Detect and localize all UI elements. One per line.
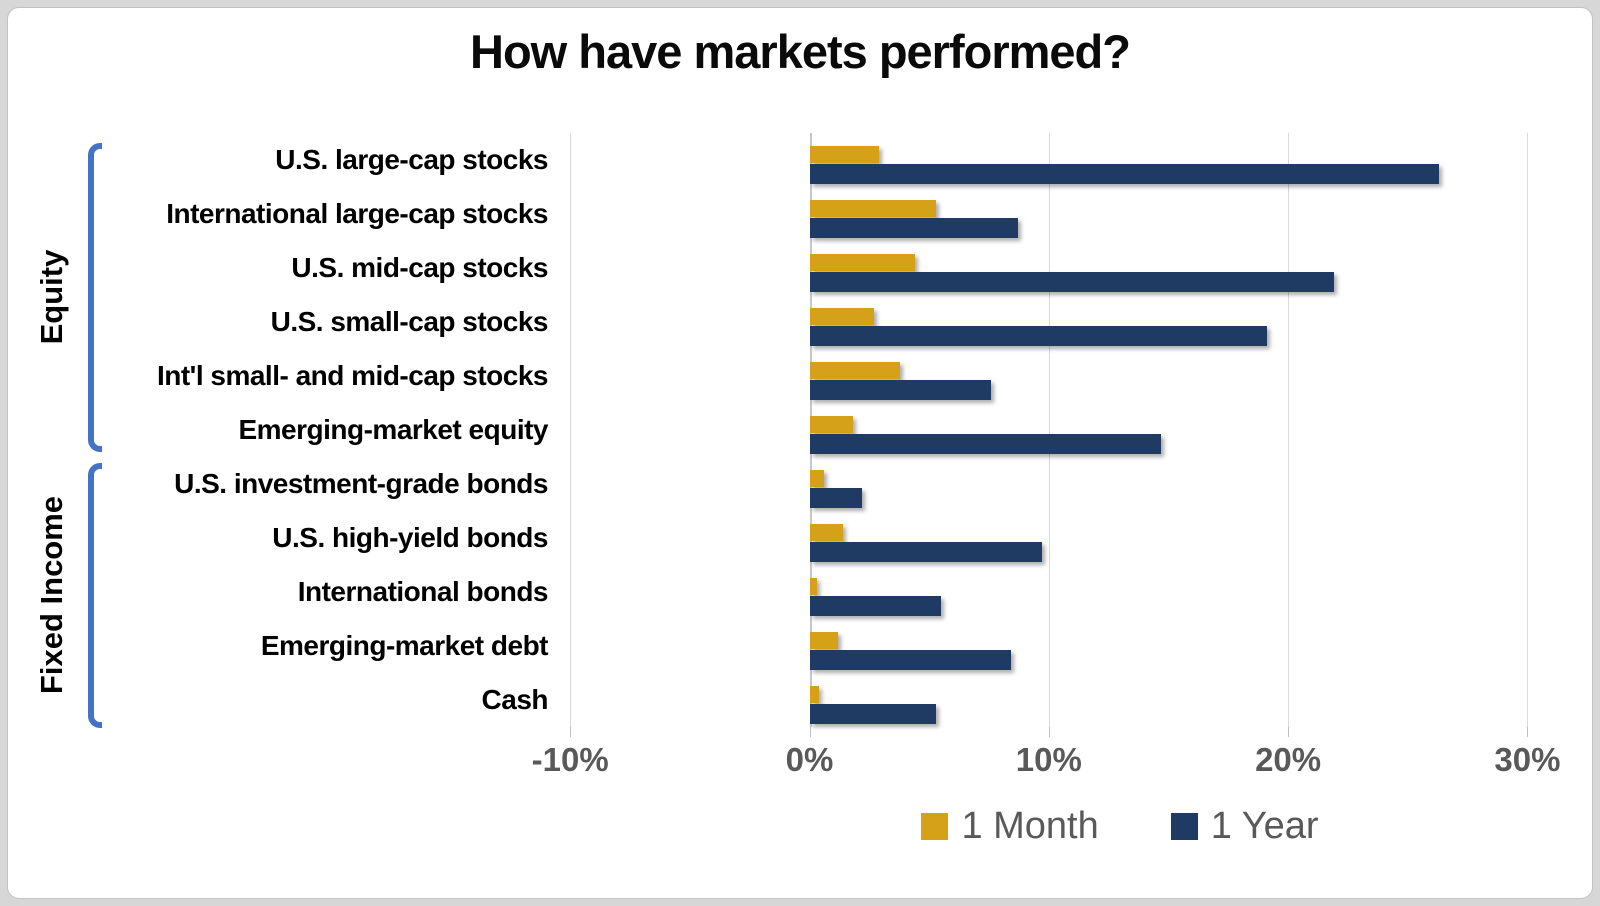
bar-1-year: [809, 704, 937, 724]
category-label: U.S. mid-cap stocks: [291, 252, 548, 283]
category-label: International bonds: [297, 576, 549, 607]
bar-1-month: [809, 416, 853, 433]
bar-1-month: [809, 308, 875, 325]
legend-swatch-icon: [1170, 812, 1198, 840]
bar-1-year: [809, 596, 942, 616]
category-label: Emerging-market debt: [260, 630, 549, 661]
legend-swatch-icon: [921, 812, 949, 840]
category-label: International large-cap stocks: [166, 198, 548, 229]
gridline: [1048, 133, 1050, 727]
bar-1-month: [809, 200, 937, 217]
x-axis-label: 10%: [1015, 741, 1082, 778]
gridline: [570, 133, 572, 727]
group-bracket: [88, 143, 102, 452]
group-label: Equity: [34, 249, 69, 345]
category-label: Cash: [481, 684, 549, 715]
gridline: [1527, 133, 1529, 727]
legend: 1 Month 1 Year: [620, 804, 1600, 848]
bar-1-year: [809, 218, 1018, 238]
bar-1-year: [809, 434, 1162, 454]
x-axis-label: 30%: [1494, 741, 1561, 778]
bar-1-month: [809, 362, 901, 379]
legend-series-name: 1 Year: [1210, 805, 1319, 847]
category-label: U.S. investment-grade bonds: [174, 468, 548, 499]
axis-tick: [1527, 727, 1529, 737]
axis-tick: [809, 727, 811, 737]
bar-1-year: [809, 326, 1267, 346]
bar-1-month: [809, 470, 824, 487]
legend-series-name: 1 Month: [961, 805, 1099, 847]
bar-1-year: [809, 380, 992, 400]
category-label: U.S. high-yield bonds: [272, 522, 548, 553]
bar-1-month: [809, 524, 843, 541]
bar-1-month: [809, 254, 915, 271]
x-axis-label: 20%: [1255, 741, 1322, 778]
bar-1-year: [809, 272, 1334, 292]
category-label: Int'l small- and mid-cap stocks: [156, 360, 549, 391]
category-label: U.S. large-cap stocks: [275, 144, 548, 175]
bar-1-month: [809, 632, 839, 649]
gridline: [1288, 133, 1290, 727]
legend-item: 1 Month: [921, 804, 1099, 848]
chart-title: How have markets performed?: [470, 25, 1131, 78]
bar-1-year: [809, 650, 1011, 670]
bar-1-month: [809, 686, 820, 703]
axis-tick: [1048, 727, 1050, 737]
bar-1-month: [809, 578, 817, 595]
legend-item: 1 Year: [1170, 804, 1319, 848]
bar-1-year: [809, 488, 863, 508]
chart-background: [7, 7, 1593, 899]
group-bracket: [88, 463, 102, 728]
axis-tick: [570, 727, 572, 737]
axis-tick: [1288, 727, 1290, 737]
group-label: Fixed Income: [34, 495, 69, 695]
x-axis-label: 0%: [785, 741, 834, 778]
x-axis-label: -10%: [531, 741, 609, 778]
category-label: Emerging-market equity: [238, 414, 548, 445]
category-label: U.S. small-cap stocks: [270, 306, 549, 337]
bar-1-year: [809, 542, 1042, 562]
bar-1-year: [809, 164, 1439, 184]
bar-1-month: [809, 146, 879, 163]
